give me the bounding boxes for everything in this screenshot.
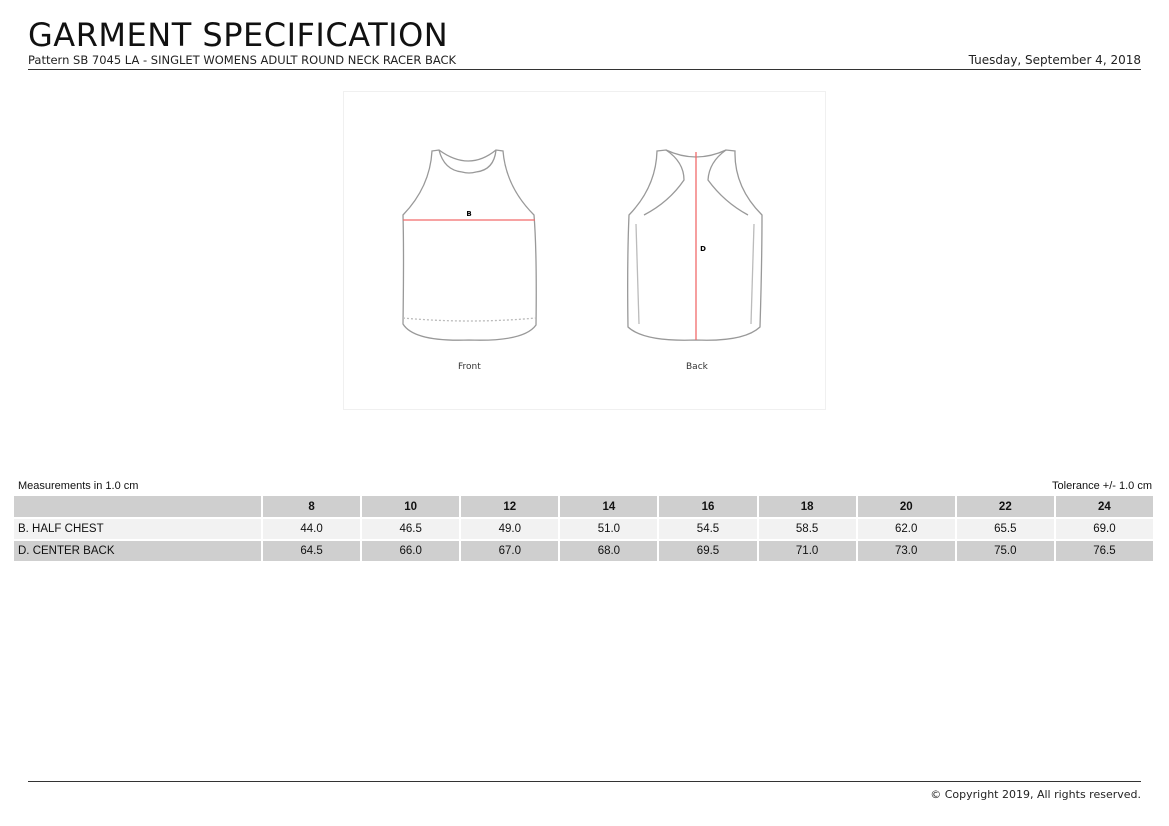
- size-header: 14: [559, 496, 660, 519]
- document-date: Tuesday, September 4, 2018: [968, 53, 1141, 67]
- size-header: 12: [460, 496, 561, 519]
- cell: 64.5: [262, 540, 363, 563]
- cell: 62.0: [856, 518, 957, 541]
- cell: 46.5: [361, 518, 462, 541]
- size-header-row: 8 10 12 14 16 18 20 22 24: [14, 496, 1156, 519]
- footer-divider: [28, 781, 1141, 782]
- cell: 73.0: [856, 540, 957, 563]
- row-label: D. CENTER BACK: [14, 540, 263, 563]
- garment-illustration: B D Front Back: [343, 91, 826, 410]
- front-caption: Front: [458, 362, 481, 372]
- measurement-table: 8 10 12 14 16 18 20 22 24 B. HALF CHEST …: [14, 496, 1156, 563]
- cell: 75.0: [955, 540, 1056, 563]
- header-empty: [14, 496, 263, 519]
- copyright: © Copyright 2019, All rights reserved.: [930, 788, 1141, 801]
- cell: 58.5: [757, 518, 858, 541]
- cell: 49.0: [460, 518, 561, 541]
- row-label: B. HALF CHEST: [14, 518, 263, 541]
- front-marker-b: B: [466, 210, 471, 218]
- cell: 51.0: [559, 518, 660, 541]
- back-caption: Back: [686, 362, 708, 372]
- cell: 65.5: [955, 518, 1056, 541]
- cell: 54.5: [658, 518, 759, 541]
- cell: 69.5: [658, 540, 759, 563]
- cell: 44.0: [262, 518, 363, 541]
- size-header: 20: [856, 496, 957, 519]
- table-row: B. HALF CHEST 44.0 46.5 49.0 51.0 54.5 5…: [14, 518, 1156, 541]
- back-singlet: [627, 149, 763, 341]
- front-singlet: [402, 149, 537, 341]
- size-header: 16: [658, 496, 759, 519]
- page-title: GARMENT SPECIFICATION: [28, 16, 449, 54]
- size-header: 10: [361, 496, 462, 519]
- cell: 68.0: [559, 540, 660, 563]
- cell: 69.0: [1054, 518, 1156, 541]
- cell: 71.0: [757, 540, 858, 563]
- cell: 67.0: [460, 540, 561, 563]
- size-header: 24: [1054, 496, 1156, 519]
- cell: 66.0: [361, 540, 462, 563]
- size-header: 18: [757, 496, 858, 519]
- size-header: 22: [955, 496, 1056, 519]
- table-row: D. CENTER BACK 64.5 66.0 67.0 68.0 69.5 …: [14, 540, 1156, 563]
- garment-drawing: B D: [402, 149, 763, 341]
- measurement-units: Measurements in 1.0 cm: [18, 480, 139, 492]
- tolerance-note: Tolerance +/- 1.0 cm: [1052, 480, 1152, 492]
- size-header: 8: [262, 496, 363, 519]
- back-marker-d: D: [700, 245, 706, 253]
- header-divider: [28, 69, 1141, 70]
- cell: 76.5: [1054, 540, 1156, 563]
- pattern-subtitle: Pattern SB 7045 LA - SINGLET WOMENS ADUL…: [28, 53, 457, 67]
